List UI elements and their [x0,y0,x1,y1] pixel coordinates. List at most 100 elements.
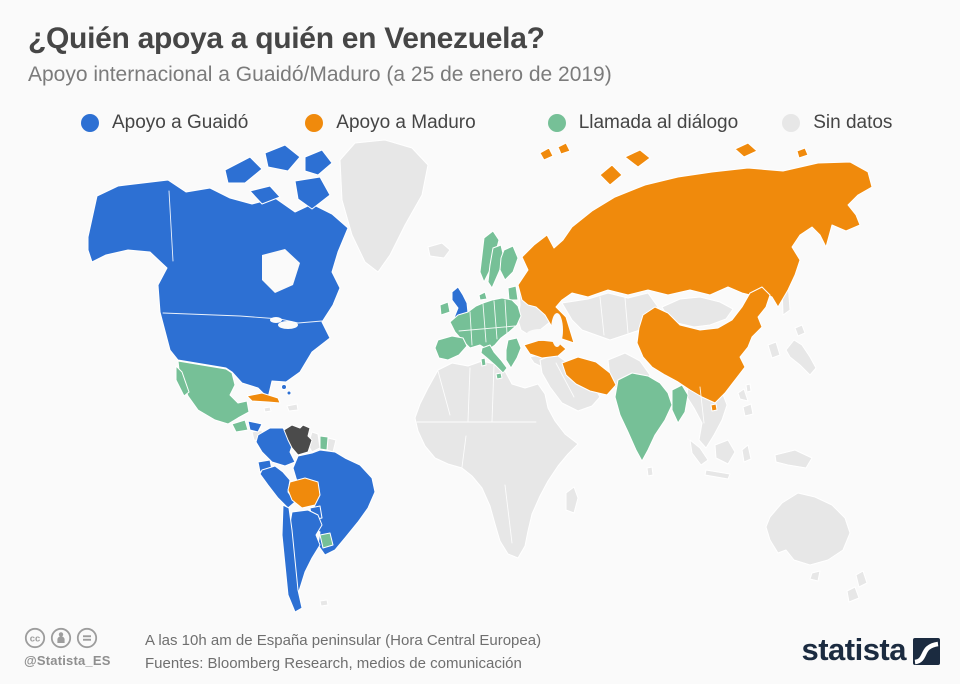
country-australia [765,492,851,566]
country-greenland [339,139,429,273]
country-italy [480,344,508,374]
country-baltics [507,285,519,301]
country-venezuela [283,424,313,456]
country-china [636,286,771,404]
legend-item-maduro: Apoyo a Maduro [305,112,476,134]
border-us-canada [162,312,323,324]
country-colombia [255,427,296,467]
legend-label: Apoyo a Guaidó [112,112,249,133]
borders-central-asia [599,296,629,336]
country-usa-canada-alaska [87,179,349,399]
region-balkans-greece [505,337,522,369]
map-borders [162,190,705,544]
country-chile [281,504,303,613]
cc-icon: cc [24,627,46,649]
country-tasmania [809,570,821,582]
country-bangladesh-myanmar [671,384,689,424]
map-group-dialogo [175,230,689,549]
country-japan-hokkaido [794,324,806,337]
legend-label: Apoyo a Maduro [336,112,476,133]
country-uruguay [319,532,334,549]
country-taiwan [745,383,752,393]
caspian-sea [551,313,563,347]
statista-swoosh-icon [913,637,940,665]
great-lakes-2 [270,317,282,323]
legend-item-guaido: Apoyo a Guaidó [81,112,248,134]
dialogo-dot-icon [547,114,566,132]
country-bahamas-2 [286,390,292,396]
country-falklands [319,599,329,607]
canada-arctic-islands [224,144,333,210]
continent-africa [414,360,579,559]
legend-label: Sin datos [813,112,893,133]
world-choropleth-map [87,139,873,613]
map-group-maduro [246,142,873,509]
footer-note-line1: A las 10h am de España peninsular (Hora … [145,632,542,649]
country-french-guiana [326,437,337,453]
black-sea [526,329,554,341]
legend: Apoyo a Guaidó Apoyo a Maduro Llamada al… [81,112,892,134]
footer-notes: A las 10h am de España peninsular (Hora … [145,629,541,675]
country-madagascar [565,486,579,514]
russia-arctic-islands [539,142,809,186]
country-iran [561,356,617,396]
country-bahamas [281,384,287,390]
map-group-guaido [87,144,469,613]
country-hainan [710,403,718,412]
cc-by-icon [50,627,72,649]
country-guatemala [231,419,249,433]
country-india [614,372,673,462]
borders-se-asia [699,386,705,424]
country-cuba [246,392,281,404]
footer-note-line2: Fuentes: Bloomberg Research, medios de c… [145,655,522,672]
page-subtitle: Apoyo internacional a Guaidó/Maduro (a 2… [28,63,612,86]
country-bolivia [287,477,321,509]
country-denmark [478,291,488,301]
country-italy-sicily [495,372,503,380]
cc-nd-icon [76,627,98,649]
country-new-zealand-s [846,586,860,603]
country-japan [785,339,817,376]
country-iceland [427,242,451,259]
map-group-venezuela [283,424,313,456]
country-hispaniola [286,403,299,412]
country-honduras [247,420,263,433]
legend-label: Llamada al diálogo [578,112,739,133]
country-russia [517,161,873,344]
country-spain-portugal [434,335,468,361]
hudson-bay [262,249,300,293]
license-block: cc @Statista_ES [24,627,111,668]
borders-middle-east [555,362,575,398]
country-new-guinea [774,449,813,469]
country-sweden [487,244,505,289]
statista-logo-text: statista [801,632,906,667]
borders-eu [458,299,516,346]
page-title: ¿Quién apoya a quién en Venezuela? [28,22,545,55]
country-sulawesi [741,444,752,463]
country-ireland [439,301,451,316]
borders-africa [416,364,537,544]
country-philippines-n [737,388,749,402]
region-eu-mainland [449,297,522,351]
country-suriname [319,435,329,451]
legend-item-sin-datos: Sin datos [782,112,892,134]
country-finland [499,245,519,281]
country-borneo [714,439,736,465]
country-italy-sardinia [480,357,487,367]
country-jamaica [263,406,272,413]
country-mexico [177,360,250,425]
country-philippines-s [742,403,754,417]
great-lakes [278,321,298,329]
country-new-zealand-n [855,570,868,588]
guaido-dot-icon [81,114,99,132]
svg-text:cc: cc [30,634,41,645]
maduro-dot-icon [305,114,324,132]
country-java [704,469,731,480]
twitter-handle[interactable]: @Statista_ES [24,653,111,668]
country-mexico-baja [175,365,190,397]
country-sumatra [689,439,709,466]
statista-logo[interactable]: statista [801,634,940,665]
cc-license-icons[interactable]: cc [24,627,111,649]
country-korea [767,341,781,359]
header: ¿Quién apoya a quién en Venezuela? Apoyo… [28,22,612,87]
